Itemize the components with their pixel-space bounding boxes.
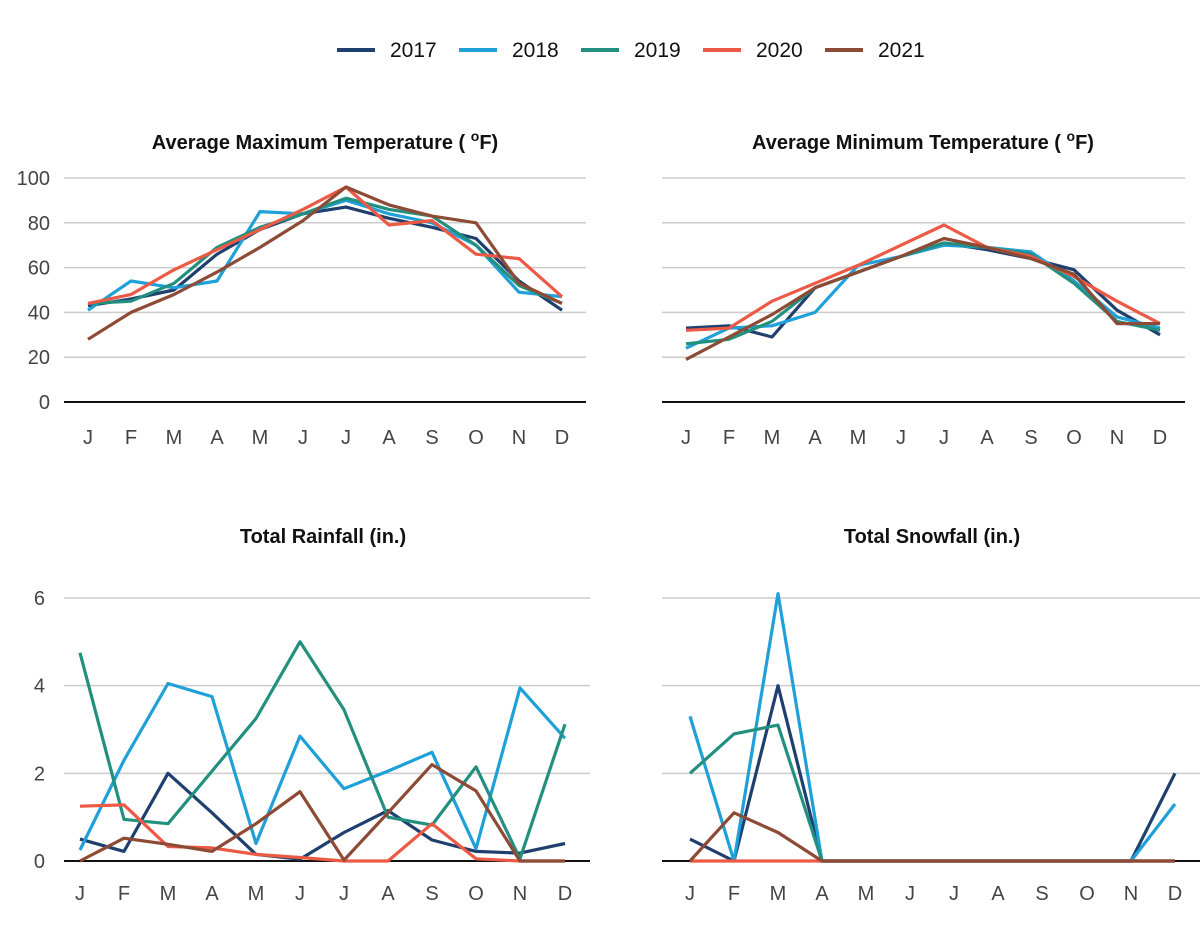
x-tick-label: N	[1124, 883, 1138, 905]
x-tick-label: F	[728, 883, 740, 905]
panel-4: Total Snowfall (in.) J F M A M J J A S O N D	[662, 526, 1200, 905]
x-tick-label: S	[425, 883, 438, 905]
panel-title-end: F)	[1075, 132, 1094, 154]
legend-label-2018: 2018	[512, 39, 559, 62]
x-tick-label: J	[339, 883, 349, 905]
series-line-2017	[87, 205, 563, 312]
x-tick-label: J	[939, 427, 949, 449]
x-tick-label: F	[125, 427, 137, 449]
panel-3: Total Rainfall (in.) 0 2 4 6 J F M A M J J A S O N D	[34, 526, 590, 905]
x-tick-label: D	[1168, 883, 1182, 905]
panel-1: Average Maximum Temperature ( oF) 0 20 40 60…	[17, 128, 586, 449]
series-line-2019	[78, 640, 567, 861]
x-tick-label: N	[513, 883, 527, 905]
legend-label-2017: 2017	[390, 39, 437, 62]
x-tick-label: M	[160, 883, 177, 905]
x-tick-label: J	[949, 883, 959, 905]
x-tick-label: F	[723, 427, 735, 449]
x-tick-label: M	[764, 427, 781, 449]
x-tick-label: M	[166, 427, 183, 449]
x-tick-label: J	[83, 427, 93, 449]
x-tick-label: A	[815, 883, 829, 905]
y-tick-label: 80	[28, 213, 50, 235]
x-tick-label: M	[252, 427, 269, 449]
x-tick-label: J	[298, 427, 308, 449]
x-tick-label: S	[1024, 427, 1037, 449]
series-line-2020	[685, 223, 1161, 332]
x-tick-label: D	[1153, 427, 1167, 449]
x-tick-label: J	[905, 883, 915, 905]
series-line-2021	[688, 811, 1175, 863]
panel-2: Average Minimum Temperature ( oF) J F M A M J J…	[662, 128, 1185, 449]
legend-label-2021: 2021	[878, 39, 925, 62]
x-tick-label: A	[210, 427, 224, 449]
y-tick-label: 20	[28, 347, 50, 369]
x-tick-label: A	[381, 883, 395, 905]
y-tick-label: 6	[34, 588, 45, 610]
panel-title: Average Minimum Temperature ( oF)	[752, 128, 1094, 154]
x-tick-label: M	[858, 883, 875, 905]
x-tick-label: S	[1035, 883, 1048, 905]
panel-title-superscript: o	[1067, 128, 1076, 144]
y-tick-label: 0	[34, 851, 45, 873]
panel-title: Average Maximum Temperature ( oF)	[152, 128, 498, 154]
y-tick-label: 100	[17, 168, 50, 190]
panel-title-text: Total Snowfall (in.)	[844, 526, 1020, 548]
x-tick-label: J	[896, 427, 906, 449]
panel-title: Total Rainfall (in.)	[240, 526, 406, 548]
y-tick-label: 4	[34, 676, 45, 698]
x-tick-label: A	[991, 883, 1005, 905]
x-tick-label: J	[341, 427, 351, 449]
legend-label-2020: 2020	[756, 39, 803, 62]
x-tick-label: J	[681, 427, 691, 449]
x-tick-label: N	[1110, 427, 1124, 449]
x-tick-label: D	[555, 427, 569, 449]
x-tick-label: O	[468, 883, 484, 905]
panel-title-text: Average Maximum Temperature (	[152, 132, 471, 154]
x-tick-label: M	[248, 883, 265, 905]
x-tick-label: J	[75, 883, 85, 905]
x-tick-label: F	[118, 883, 130, 905]
x-tick-label: M	[770, 883, 787, 905]
legend-label-2019: 2019	[634, 39, 681, 62]
panels: Average Maximum Temperature ( oF)0204060…	[17, 128, 1200, 905]
x-tick-label: N	[512, 427, 526, 449]
panel-title-end: F)	[479, 132, 498, 154]
x-tick-label: O	[468, 427, 484, 449]
x-tick-label: J	[295, 883, 305, 905]
x-tick-label: A	[382, 427, 396, 449]
x-tick-label: O	[1066, 427, 1082, 449]
panel-title-text: Total Rainfall (in.)	[240, 526, 406, 548]
x-tick-label: J	[685, 883, 695, 905]
series-line-2018	[78, 681, 567, 851]
y-tick-label: 2	[34, 763, 45, 785]
series-line-2021	[87, 185, 563, 341]
x-tick-label: A	[205, 883, 219, 905]
x-tick-label: A	[808, 427, 822, 449]
series-line-2020	[87, 185, 564, 305]
y-tick-label: 60	[28, 258, 50, 280]
panel-title: Total Snowfall (in.)	[844, 526, 1020, 548]
series-line-2021	[79, 762, 565, 863]
series-line-2017	[79, 771, 566, 861]
legend: 2017 2018 2019 2020 2021	[337, 39, 925, 62]
panel-title-superscript: o	[471, 128, 480, 144]
series-line-2019	[685, 241, 1161, 346]
y-tick-label: 0	[39, 392, 50, 414]
series-line-2021	[685, 236, 1160, 361]
series-line-2019	[87, 196, 563, 305]
x-tick-label: M	[850, 427, 867, 449]
panel-title-text: Average Minimum Temperature (	[752, 132, 1067, 154]
x-tick-label: D	[558, 883, 572, 905]
x-tick-label: S	[425, 427, 438, 449]
x-tick-label: A	[980, 427, 994, 449]
y-tick-label: 40	[28, 302, 50, 324]
series-line-2020	[79, 803, 565, 863]
x-tick-label: O	[1079, 883, 1095, 905]
